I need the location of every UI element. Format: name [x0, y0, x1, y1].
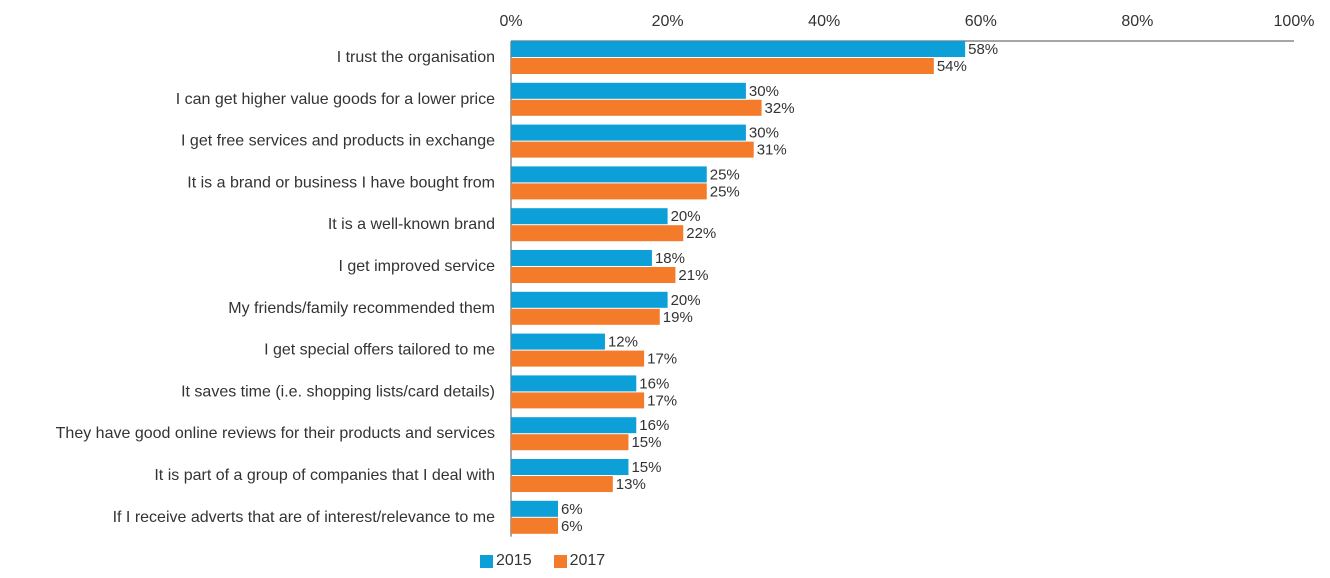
x-tick-label-0: 0%: [499, 13, 522, 30]
category-label: It saves time (i.e. shopping lists/card …: [181, 383, 495, 400]
category-label: I get special offers tailored to me: [264, 342, 495, 359]
x-tick-label-60: 60%: [965, 13, 997, 30]
bar-2015: [511, 375, 637, 392]
value-label-2015: 20%: [671, 292, 701, 309]
x-tick-label-20: 20%: [652, 13, 684, 30]
bar-2015: [511, 166, 707, 183]
legend-label-2017: 2017: [569, 552, 606, 569]
legend-item-2017: 2017: [553, 552, 606, 570]
category-label: It is a well-known brand: [328, 216, 495, 233]
value-label-2015: 30%: [749, 83, 779, 100]
value-label-2015: 30%: [749, 125, 779, 142]
value-label-2017: 31%: [757, 142, 787, 159]
bar-2015: [511, 124, 746, 141]
value-label-2015: 6%: [561, 501, 583, 518]
legend-swatch-2015: [480, 554, 493, 568]
bar-2015: [511, 417, 637, 434]
value-label-2015: 18%: [655, 250, 685, 267]
bar-2017: [511, 99, 762, 116]
x-tick-label-100: 100%: [1274, 13, 1315, 30]
value-label-2017: 25%: [710, 183, 740, 200]
legend: 2015 2017: [480, 552, 605, 570]
category-label: It is part of a group of companies that …: [154, 467, 495, 484]
category-label: I can get higher value goods for a lower…: [176, 91, 495, 108]
bar-2015: [511, 82, 746, 99]
bar-2017: [511, 141, 754, 158]
category-label: They have good online reviews for their …: [56, 425, 495, 442]
value-label-2015: 15%: [631, 459, 661, 476]
bar-2017: [511, 350, 645, 367]
category-label: I trust the organisation: [337, 49, 495, 66]
value-label-2017: 54%: [937, 58, 967, 75]
category-label: I get improved service: [338, 258, 495, 275]
value-label-2015: 25%: [710, 166, 740, 183]
bar-2017: [511, 183, 707, 200]
bar-2017: [511, 517, 558, 534]
category-label: My friends/family recommended them: [228, 300, 495, 317]
value-labels: 58%54%30%32%30%31%25%25%20%22%18%21%20%1…: [561, 41, 998, 535]
value-label-2017: 32%: [765, 100, 795, 117]
value-label-2017: 21%: [678, 267, 708, 284]
bars: [511, 41, 966, 534]
value-label-2015: 58%: [968, 41, 998, 58]
value-label-2015: 20%: [671, 208, 701, 225]
bar-2017: [511, 392, 645, 409]
bar-2015: [511, 333, 605, 350]
bar-2017: [511, 58, 934, 74]
x-tick-label-40: 40%: [808, 13, 840, 30]
value-label-2015: 12%: [608, 334, 638, 351]
value-label-2017: 17%: [647, 392, 677, 409]
value-label-2017: 22%: [686, 225, 716, 242]
value-label-2017: 6%: [561, 518, 583, 535]
value-label-2015: 16%: [639, 375, 669, 392]
bar-2017: [511, 434, 629, 451]
value-label-2017: 13%: [616, 476, 646, 493]
x-axis-ticks: 0% 20% 40% 60% 80% 100%: [499, 13, 1314, 30]
bar-2017: [511, 308, 660, 325]
value-label-2015: 16%: [639, 417, 669, 434]
category-labels: I trust the organisation I can get higher…: [56, 49, 495, 526]
bar-2015: [511, 459, 629, 475]
bar-2015: [511, 291, 668, 308]
category-label: It is a brand or business I have bought …: [187, 174, 495, 191]
value-label-2017: 19%: [663, 309, 693, 326]
value-label-2017: 17%: [647, 351, 677, 368]
x-tick-label-80: 80%: [1121, 13, 1153, 30]
legend-swatch-2017: [553, 554, 567, 568]
value-label-2017: 15%: [631, 434, 661, 451]
legend-item-2015: 2015: [480, 552, 532, 570]
bar-2017: [511, 476, 613, 492]
bar-2015: [511, 41, 966, 57]
bar-2017: [511, 267, 676, 283]
bar-2015: [511, 250, 652, 266]
category-label: I get free services and products in exch…: [181, 133, 495, 150]
bar-2015: [511, 208, 668, 225]
legend-label-2015: 2015: [496, 552, 532, 569]
bar-2017: [511, 225, 684, 242]
category-label: If I receive adverts that are of interes…: [113, 509, 496, 526]
bar-2015: [511, 500, 558, 517]
